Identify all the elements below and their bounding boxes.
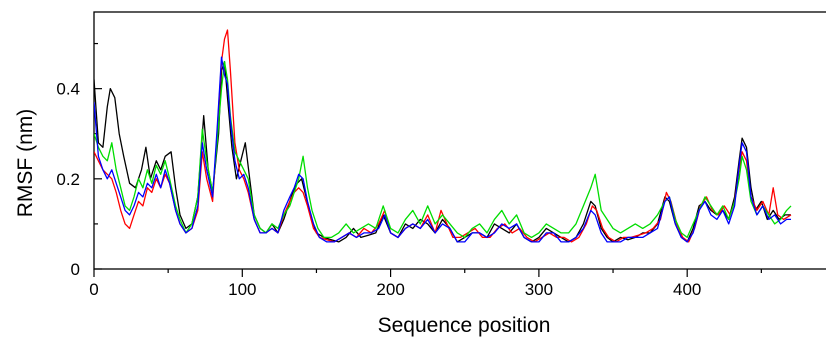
series-line-4 xyxy=(94,56,791,243)
x-axis: 0 100 200 300 400 xyxy=(89,269,762,299)
y-tick-label: 0 xyxy=(71,260,80,279)
x-tick-label: 400 xyxy=(673,280,701,299)
series-line-2 xyxy=(94,29,792,243)
y-axis-label: RMSF (nm) xyxy=(14,109,37,218)
series-line-3 xyxy=(94,60,792,239)
series-group xyxy=(94,29,792,243)
y-axis: 0 0.2 0.4 xyxy=(56,42,102,279)
x-tick-label: 200 xyxy=(376,280,404,299)
plot-frame xyxy=(93,11,826,270)
y-tick-label: 0.4 xyxy=(56,80,80,99)
x-tick-label: 0 xyxy=(89,280,98,299)
x-tick-label: 300 xyxy=(525,280,553,299)
x-tick-label: 100 xyxy=(228,280,256,299)
x-axis-label: Sequence position xyxy=(378,314,551,337)
y-tick-label: 0.2 xyxy=(56,170,80,189)
